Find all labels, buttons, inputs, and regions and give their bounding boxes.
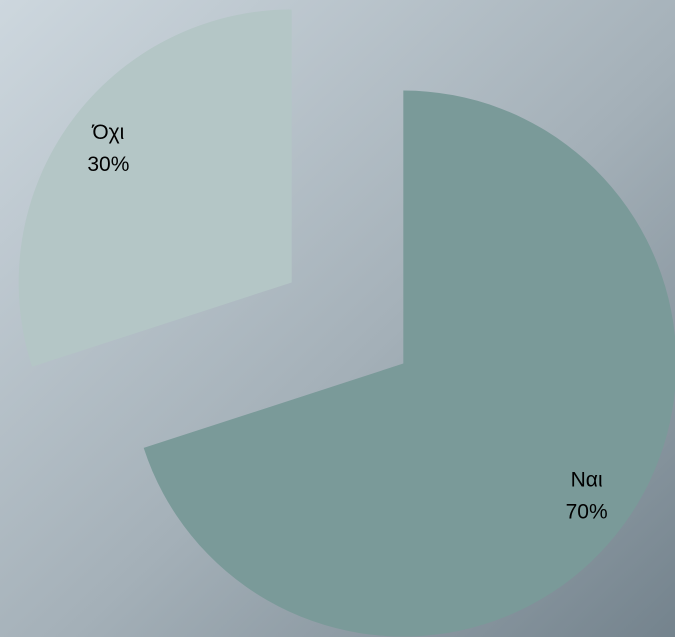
slice-category-label: Ναι <box>571 468 603 491</box>
slice-category-label: Όχι <box>91 121 124 144</box>
pie-slice <box>18 9 292 367</box>
pie-slice <box>143 90 675 637</box>
slice-value-label: 70% <box>566 500 608 523</box>
slice-value-label: 30% <box>87 153 129 176</box>
pie: Ναι 70% Όχι 30% <box>18 9 675 637</box>
